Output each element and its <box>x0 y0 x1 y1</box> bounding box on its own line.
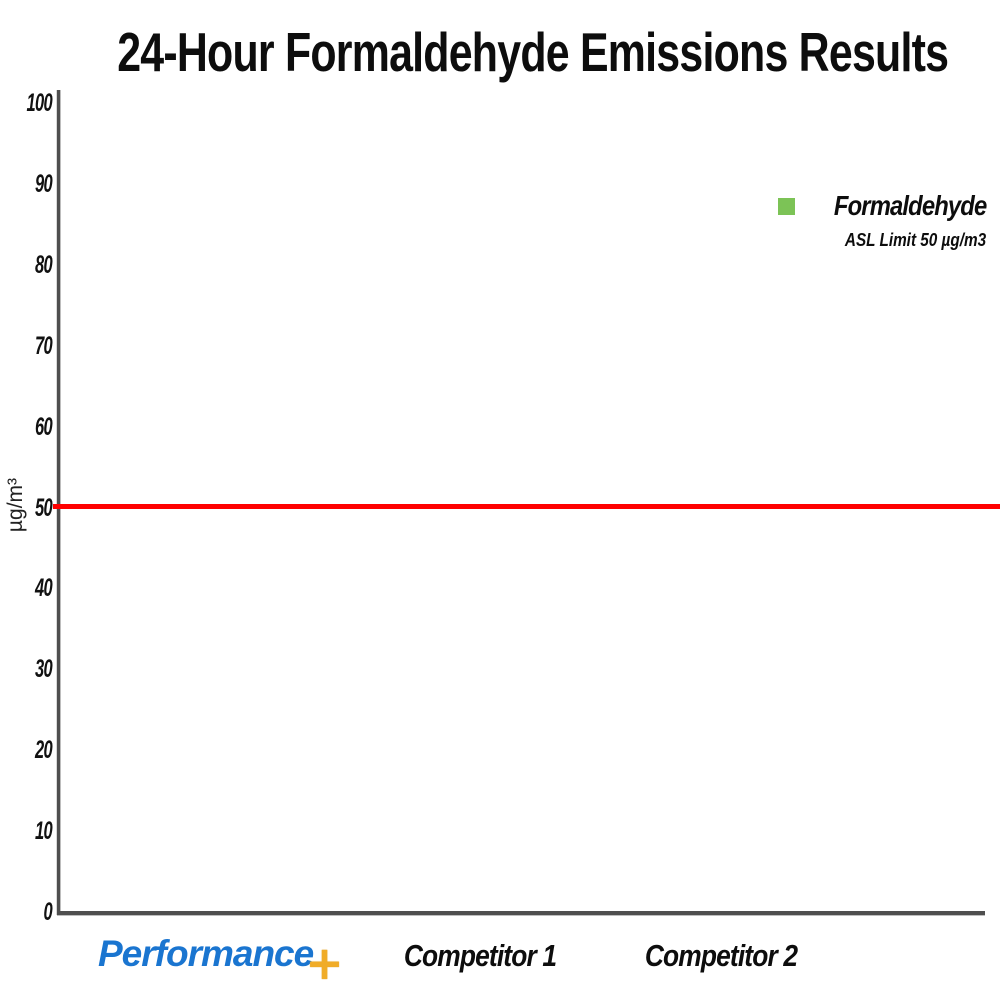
y-tick-label-80: 80 <box>34 250 53 279</box>
legend-swatch-icon <box>777 197 795 215</box>
x-label-performance-plus: Performance + <box>98 932 344 990</box>
y-axis-title: µg/m³ <box>4 477 27 533</box>
y-tick-label-100: 100 <box>26 89 52 117</box>
y-tick-label-60: 60 <box>34 412 53 441</box>
x-label-competitor-2: Competitor 2 <box>644 938 798 973</box>
performance-logo-text: Performance <box>98 933 314 974</box>
y-tick-label-20: 20 <box>34 736 53 765</box>
plus-icon: + <box>305 936 344 990</box>
y-axis-line <box>57 90 60 915</box>
x-axis-line <box>57 911 985 915</box>
y-tick-label-70: 70 <box>34 331 53 360</box>
y-tick-label-10: 10 <box>34 817 53 846</box>
legend-label: Formaldehyde <box>833 190 987 221</box>
x-label-competitor-1: Competitor 1 <box>403 938 557 973</box>
legend: Formaldehyde ASL Limit 50 µg/m3 <box>777 190 987 251</box>
chart-title-wrap: 24-Hour Formaldehyde Emissions Results <box>0 22 1000 82</box>
y-tick-label-40: 40 <box>34 574 53 603</box>
asl-limit-line <box>53 504 1000 509</box>
legend-entry-formaldehyde: Formaldehyde <box>777 190 987 222</box>
y-tick-label-0: 0 <box>43 898 52 926</box>
legend-sublabel: ASL Limit 50 µg/m3 <box>844 230 986 250</box>
y-tick-label-50: 50 <box>34 493 53 522</box>
y-tick-label-30: 30 <box>34 655 53 684</box>
chart-title: 24-Hour Formaldehyde Emissions Results <box>117 21 949 83</box>
y-tick-labels: 0 10 20 30 40 50 60 70 80 90 100 <box>0 0 52 1000</box>
y-tick-label-90: 90 <box>34 169 53 198</box>
